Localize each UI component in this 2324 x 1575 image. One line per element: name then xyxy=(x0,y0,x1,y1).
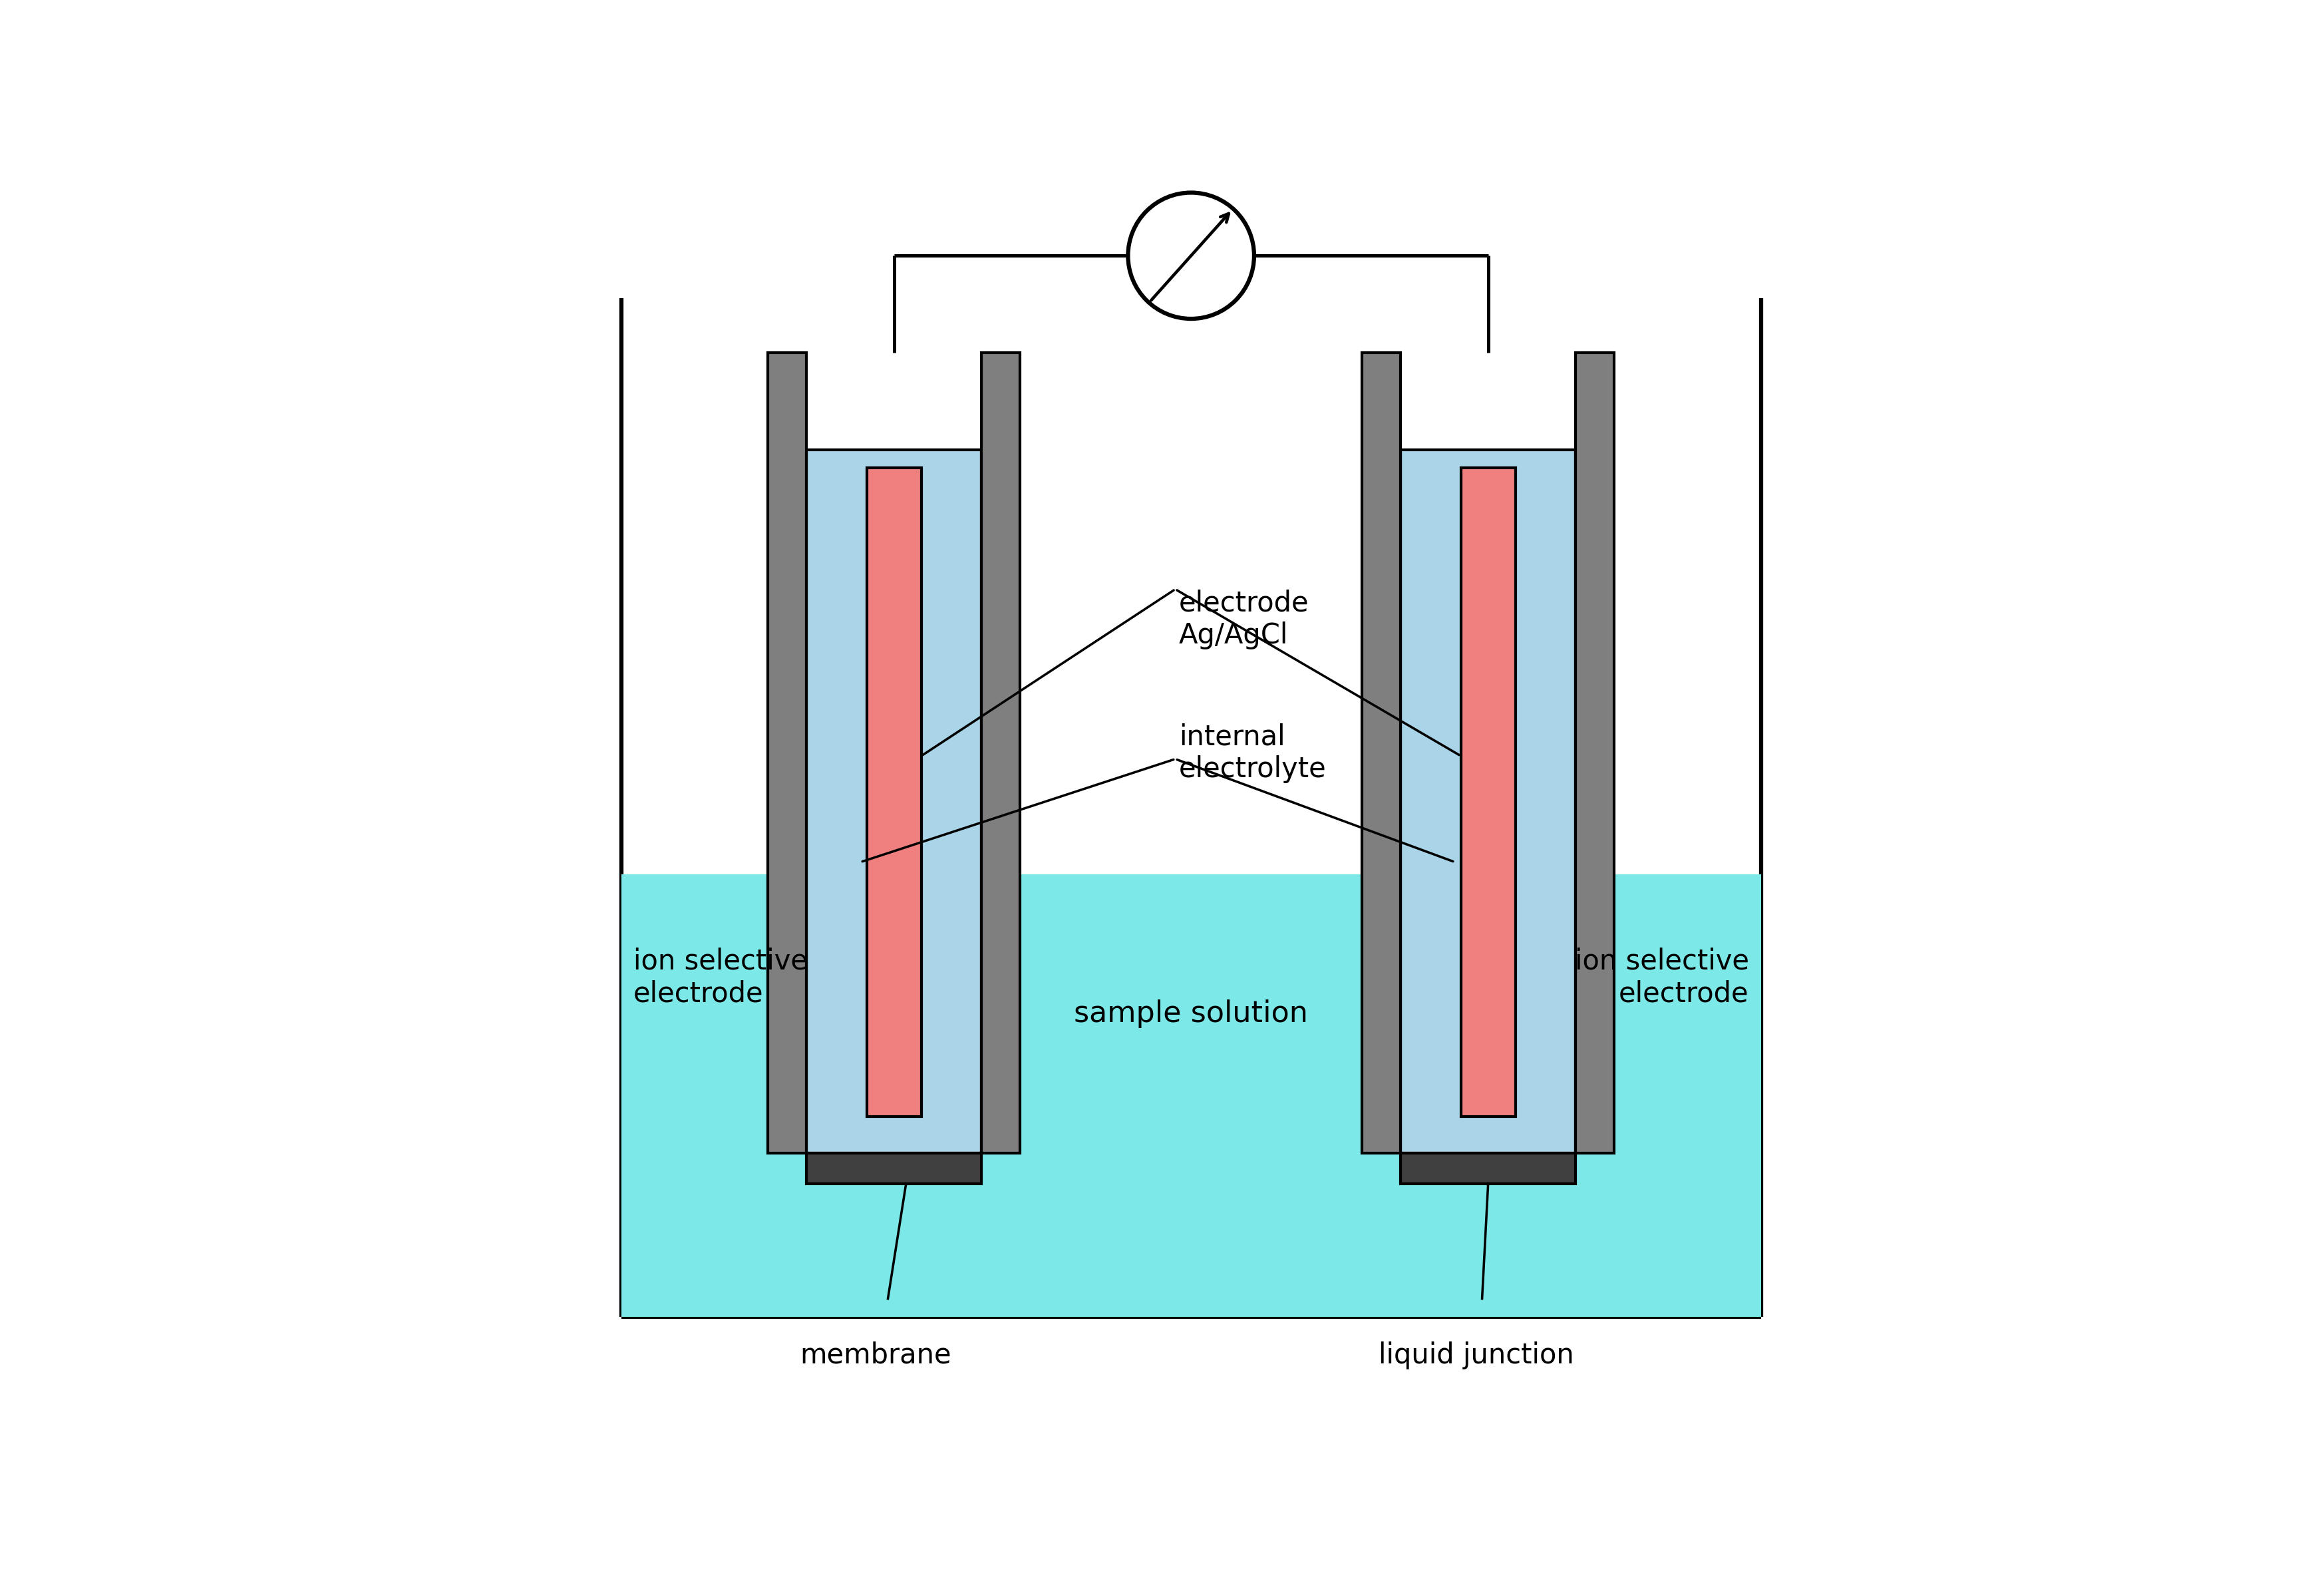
Text: sample solution: sample solution xyxy=(1074,1000,1308,1028)
Bar xyxy=(1462,468,1515,1117)
Bar xyxy=(621,874,1762,1317)
Text: membrane: membrane xyxy=(799,1342,951,1369)
Text: ion selective
electrode: ion selective electrode xyxy=(1576,947,1750,1008)
Bar xyxy=(806,1153,981,1183)
Bar xyxy=(1401,1153,1576,1183)
Circle shape xyxy=(1127,192,1255,318)
Bar xyxy=(867,468,920,1117)
Bar xyxy=(767,353,806,1153)
Text: liquid junction: liquid junction xyxy=(1378,1342,1573,1369)
Bar xyxy=(1401,450,1576,1153)
Text: electrode
Ag/AgCl: electrode Ag/AgCl xyxy=(1178,589,1308,649)
Bar xyxy=(1362,353,1401,1153)
Text: ion selective
electrode: ion selective electrode xyxy=(632,947,806,1008)
Text: internal
electrolyte: internal electrolyte xyxy=(1178,723,1327,783)
Bar xyxy=(1576,353,1615,1153)
Bar xyxy=(981,353,1020,1153)
Bar xyxy=(806,450,981,1153)
